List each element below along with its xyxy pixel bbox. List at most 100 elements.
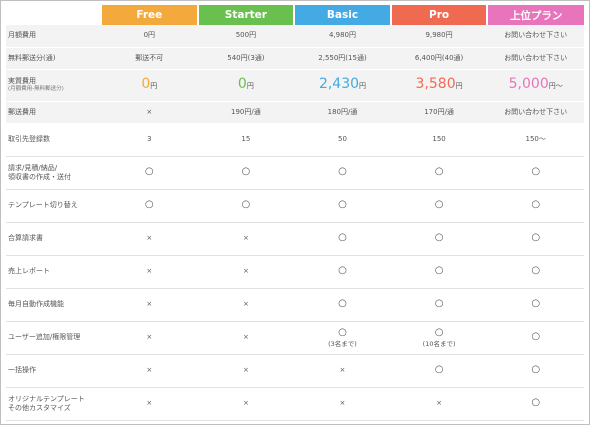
row-label: 合算請求書 xyxy=(6,222,101,256)
row-label-main: 実質費用 xyxy=(8,77,36,86)
cell: × xyxy=(101,255,198,289)
cell: ○ xyxy=(390,156,488,190)
cell: × xyxy=(101,101,198,124)
row-label: 毎月自動作成機能 xyxy=(6,288,101,322)
cell: 15 xyxy=(197,123,295,157)
price-cell: 3,580円 xyxy=(390,69,488,102)
cell: 170円/通 xyxy=(390,101,488,124)
row-label: ユーザー追加/権限管理 xyxy=(6,321,101,355)
cell: ○ xyxy=(390,255,488,289)
plan-header-free: Free xyxy=(100,5,198,25)
row-template: テンプレート切り替え ○ ○ ○ ○ ○ xyxy=(6,189,584,223)
cell: 6,400円(40通) xyxy=(390,47,488,70)
price-unit: 円 xyxy=(359,82,367,91)
cell: × xyxy=(294,354,391,388)
price-cell: 0円 xyxy=(197,69,295,102)
cell: ○ xyxy=(487,288,584,322)
cell: 540円(3通) xyxy=(197,47,295,70)
cell: ○ xyxy=(294,189,391,223)
row-label-sub: (月額費用-無料郵送分) xyxy=(8,85,64,92)
plan-header-pro: Pro xyxy=(389,5,488,25)
price-unit: 円 xyxy=(150,82,158,91)
row-label: 月額費用 xyxy=(6,25,101,48)
cell: × xyxy=(197,255,295,289)
cell: × xyxy=(197,288,295,322)
cell: 180円/通 xyxy=(294,101,391,124)
cell-mark: ○ xyxy=(338,327,347,339)
row-docs: 請求/見積/納品/領収書の作成・送付 ○ ○ ○ ○ ○ xyxy=(6,156,584,190)
pricing-table: Free Starter Basic Pro 上位プラン 月額費用 0円 500… xyxy=(6,5,584,421)
price-value: 5,000 xyxy=(508,76,549,93)
cell: × xyxy=(294,387,391,421)
cell: 190円/通 xyxy=(197,101,295,124)
price-unit: 円 xyxy=(246,82,254,91)
cell: ○ (3名まで) xyxy=(294,321,391,355)
cell: ○ xyxy=(487,156,584,190)
price-cell: 0円 xyxy=(101,69,198,102)
row-free-send: 無料郵送分(通) 郵送不可 540円(3通) 2,550円(15通) 6,400… xyxy=(6,47,584,70)
cell: × xyxy=(101,288,198,322)
cell: × xyxy=(197,387,295,421)
row-label: 請求/見積/納品/領収書の作成・送付 xyxy=(6,156,101,190)
cell: ○ xyxy=(487,255,584,289)
cell: × xyxy=(197,354,295,388)
cell: × xyxy=(101,387,198,421)
cell: 4,980円 xyxy=(294,25,391,48)
corner-cell xyxy=(6,5,101,25)
row-label: 取引先登録数 xyxy=(6,123,101,157)
cell: 郵送不可 xyxy=(101,47,198,70)
row-label-line1: 請求/見積/納品/ xyxy=(8,163,58,172)
cell: ○ xyxy=(101,156,198,190)
cell: × xyxy=(390,387,488,421)
cell: お問い合わせ下さい xyxy=(487,47,584,70)
cell: 9,980円 xyxy=(390,25,488,48)
cell: ○ xyxy=(390,222,488,256)
row-monthly: 月額費用 0円 500円 4,980円 9,980円 お問い合わせ下さい xyxy=(6,25,584,48)
row-label: テンプレート切り替え xyxy=(6,189,101,223)
cell: ○ xyxy=(487,189,584,223)
cell: × xyxy=(101,222,198,256)
cell: お問い合わせ下さい xyxy=(487,25,584,48)
cell: ○ xyxy=(487,354,584,388)
cell: ○ xyxy=(101,189,198,223)
cell: ○ xyxy=(294,288,391,322)
plan-header-premium: 上位プラン xyxy=(486,5,584,25)
cell: ○ xyxy=(197,156,295,190)
row-label: 郵送費用 xyxy=(6,101,101,124)
cell: ○ xyxy=(294,255,391,289)
cell: ○ xyxy=(197,189,295,223)
cell: 500円 xyxy=(197,25,295,48)
plan-header-row: Free Starter Basic Pro 上位プラン xyxy=(6,5,584,25)
price-value: 0 xyxy=(141,76,151,93)
row-postage: 郵送費用 × 190円/通 180円/通 170円/通 お問い合わせ下さい xyxy=(6,101,584,124)
cell: ○ xyxy=(487,387,584,421)
row-custom: オリジナルテンプレート その他カスタマイズ × × × × ○ xyxy=(6,387,584,421)
cell: × xyxy=(197,222,295,256)
price-cell: 2,430円 xyxy=(294,69,391,102)
price-value: 0 xyxy=(237,76,247,93)
row-report: 売上レポート × × ○ ○ ○ xyxy=(6,255,584,289)
cell-mark: ○ xyxy=(434,327,444,339)
row-users: ユーザー追加/権限管理 × × ○ (3名まで) ○ (10名まで) ○ xyxy=(6,321,584,355)
row-label: 実質費用 (月額費用-無料郵送分) xyxy=(6,69,101,102)
row-actual-cost: 実質費用 (月額費用-無料郵送分) 0円 0円 2,430円 3,580円 5,… xyxy=(6,69,584,102)
row-label-line2: その他カスタマイズ xyxy=(8,403,71,412)
row-bulk: 一括操作 × × × ○ ○ xyxy=(6,354,584,388)
cell: × xyxy=(101,354,198,388)
price-value: 3,580 xyxy=(415,76,456,93)
cell: 150〜 xyxy=(487,123,584,157)
cell: 0円 xyxy=(101,25,198,48)
price-value: 2,430 xyxy=(318,76,360,93)
cell-note: (3名まで) xyxy=(328,339,357,348)
price-unit: 円〜 xyxy=(548,82,563,91)
cell: 150 xyxy=(390,123,488,157)
row-clients: 取引先登録数 3 15 50 150 150〜 xyxy=(6,123,584,157)
cell: ○ xyxy=(294,156,391,190)
cell: × xyxy=(101,321,198,355)
cell: ○ xyxy=(390,354,488,388)
row-label-line2: 領収書の作成・送付 xyxy=(8,172,71,181)
cell: 2,550円(15通) xyxy=(294,47,391,70)
cell: ○ xyxy=(487,222,584,256)
cell: × xyxy=(197,321,295,355)
cell: ○ xyxy=(390,288,488,322)
